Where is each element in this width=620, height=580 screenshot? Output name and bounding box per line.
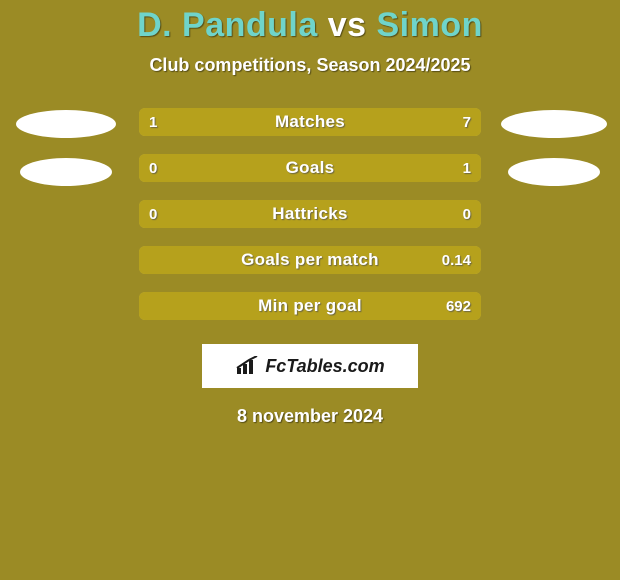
stat-label: Goals (139, 154, 481, 182)
logo-text: FcTables.com (265, 356, 384, 377)
date-label: 8 november 2024 (0, 406, 620, 427)
stat-bar: Goals0 1 (139, 154, 481, 182)
team-badge-right-2 (508, 158, 600, 186)
subtitle: Club competitions, Season 2024/2025 (0, 55, 620, 76)
comparison-card: D. Pandula vs Simon Club competitions, S… (0, 0, 620, 427)
stat-bar: Matches1 7 (139, 108, 481, 136)
stat-bars: Matches17Goals01Hattricks00Goals per mat… (139, 108, 481, 320)
stat-value-left: 0 (139, 154, 167, 182)
stat-bar: Hattricks0 0 (139, 200, 481, 228)
page-title: D. Pandula vs Simon (0, 6, 620, 45)
stat-label: Min per goal (139, 292, 481, 320)
stat-value-right: 7 (453, 108, 481, 136)
stat-value-right: 1 (453, 154, 481, 182)
logo-box: FcTables.com (202, 344, 418, 388)
left-badges (11, 108, 121, 186)
stats-area: Matches17Goals01Hattricks00Goals per mat… (0, 108, 620, 320)
stat-value-right: 0.14 (432, 246, 481, 274)
stat-label: Matches (139, 108, 481, 136)
chart-icon (235, 356, 261, 376)
team-badge-left-1 (16, 110, 116, 138)
stat-value-right: 692 (436, 292, 481, 320)
stat-value-right: 0 (453, 200, 481, 228)
team-badge-right-1 (501, 110, 607, 138)
player-left-name: D. Pandula (137, 6, 318, 44)
stat-value-left: 1 (139, 108, 167, 136)
player-right-name: Simon (377, 6, 483, 44)
right-badges (499, 108, 609, 186)
stat-bar: Min per goal692 (139, 292, 481, 320)
stat-bar: Goals per match0.14 (139, 246, 481, 274)
stat-label: Goals per match (139, 246, 481, 274)
stat-value-left: 0 (139, 200, 167, 228)
team-badge-left-2 (20, 158, 112, 186)
title-vs: vs (318, 6, 377, 44)
stat-label: Hattricks (139, 200, 481, 228)
